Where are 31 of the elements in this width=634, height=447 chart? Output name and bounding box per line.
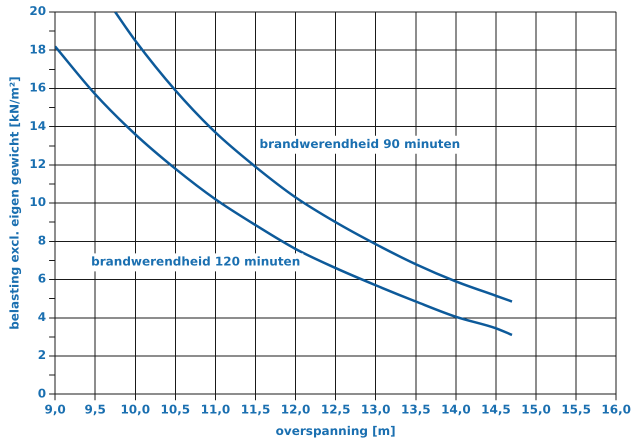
series-label: brandwerendheid 120 minuten [91, 254, 300, 268]
series-label: brandwerendheid 90 minuten [259, 136, 460, 151]
y-tick-label: 8 [38, 233, 46, 248]
y-tick-label: 16 [29, 80, 46, 95]
y-tick-label: 12 [29, 157, 46, 172]
x-tick-label: 9,0 [44, 402, 66, 417]
y-tick-label: 0 [38, 386, 46, 400]
x-tick-label: 15,5 [561, 402, 591, 417]
y-tick-label: 6 [38, 272, 46, 286]
y-tick-label: 2 [38, 348, 46, 362]
y-tick-label: 10 [29, 195, 46, 210]
y-tick-label: 20 [29, 4, 46, 18]
x-tick-label: 13,0 [360, 402, 391, 417]
x-tick-label: 9,5 [84, 402, 106, 417]
x-tick-label: 14,0 [441, 402, 471, 417]
x-tick-label: 12,0 [280, 402, 310, 417]
line-series [55, 45, 514, 336]
x-tick-label: 16,0 [601, 402, 631, 417]
y-axis-title: belasting excl. eigen gewicht [kN/m²] [7, 76, 22, 330]
x-tick-label: 13,5 [401, 402, 431, 417]
x-tick-label: 10,0 [120, 402, 150, 417]
x-tick-label: 11,5 [240, 402, 270, 417]
y-tick-label: 14 [29, 118, 46, 133]
y-tick-label: 18 [29, 42, 46, 56]
x-axis-title: overspanning [m] [276, 424, 396, 438]
x-tick-label: 15,0 [521, 402, 551, 417]
x-tick-label: 11,0 [200, 402, 230, 417]
x-tick-label: 12,5 [320, 402, 350, 417]
x-tick-label: 14,5 [481, 402, 511, 417]
y-tick-label: 4 [38, 310, 46, 324]
x-tick-label: 10,5 [160, 402, 190, 417]
